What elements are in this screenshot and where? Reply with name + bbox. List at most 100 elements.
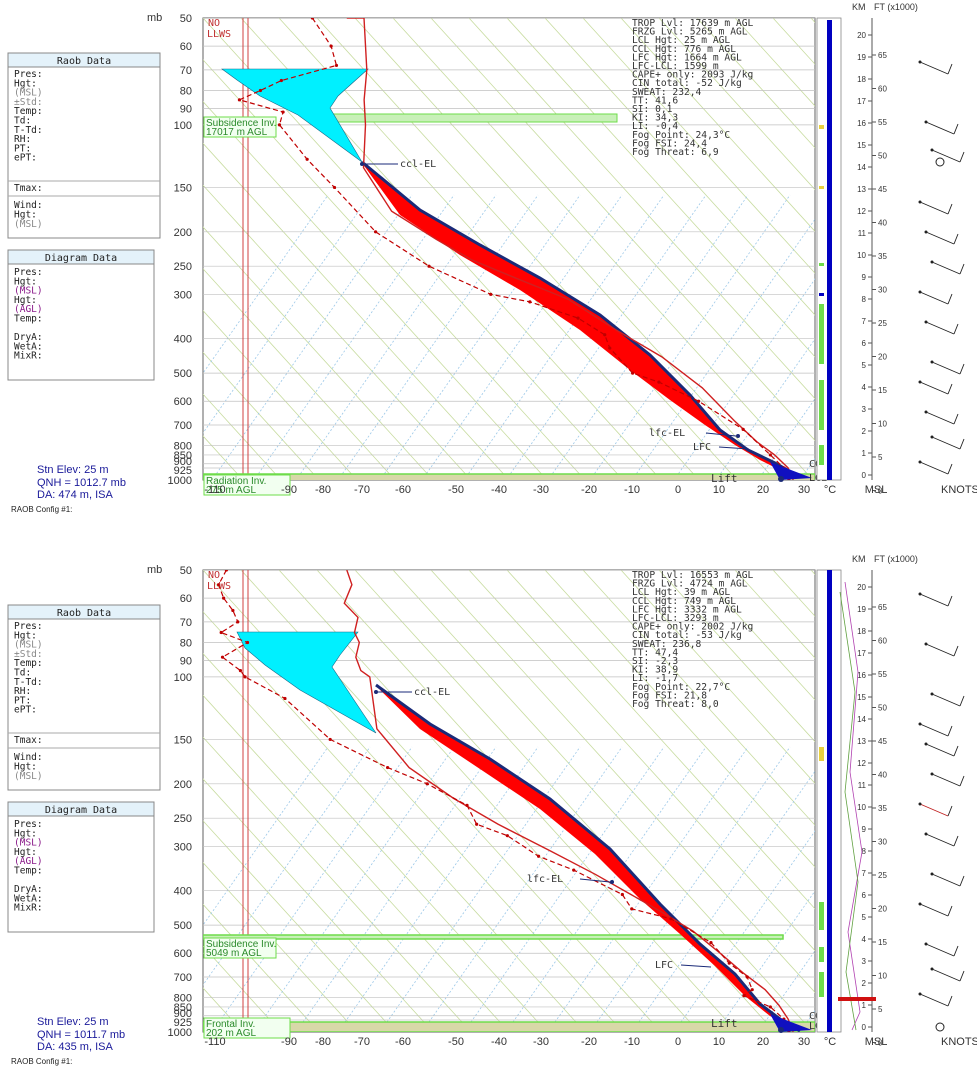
wind-barb-flag xyxy=(953,123,959,135)
dry-adiabat-line xyxy=(203,611,586,1032)
dry-adiabat-line xyxy=(620,18,815,232)
wind-barb-shaft xyxy=(931,773,961,787)
llws-label: NO xyxy=(208,18,220,29)
diagram-row-label: WetA: xyxy=(14,893,43,904)
llws-label: NO xyxy=(208,570,220,581)
wind-barb xyxy=(930,872,965,887)
wind-barb-shaft xyxy=(919,993,949,1007)
raob-row-label: PT: xyxy=(14,695,31,706)
wind-barb-flag xyxy=(959,775,965,787)
raob-row-label: ePT: xyxy=(14,705,37,716)
msl-label: MSL xyxy=(865,1036,888,1048)
wind-barb xyxy=(930,360,965,375)
y-tick-label: 60 xyxy=(180,593,192,605)
ft-tick-label: 5 xyxy=(878,1005,883,1014)
km-tick-label: 5 xyxy=(862,361,867,370)
isotherm-line xyxy=(926,747,977,1032)
ft-tick-label: 65 xyxy=(878,603,887,612)
subsidence-inversion-band xyxy=(324,113,618,123)
dewpoint-point xyxy=(465,803,469,807)
dewpoint-point xyxy=(245,640,250,645)
y-tick-label: 900 xyxy=(174,456,192,468)
y-tick-label: 250 xyxy=(174,261,192,273)
lfc-el-leader xyxy=(579,878,611,883)
y-tick-label: 500 xyxy=(174,368,192,380)
ft-tick-label: 0 xyxy=(878,487,883,496)
dry-adiabat-line xyxy=(620,570,815,784)
dry-adiabat-line xyxy=(506,18,815,358)
diagram-row-label: MixR: xyxy=(14,903,43,914)
x-tick-label: -10 xyxy=(624,1036,640,1048)
wind-barb-flag xyxy=(959,151,965,163)
ft-tick-label: 55 xyxy=(878,670,887,679)
isotherm-line xyxy=(884,747,977,1032)
wind-barb-base xyxy=(918,60,922,64)
dry-adiabat-line xyxy=(392,18,814,480)
knots-label: KNOTS xyxy=(941,484,977,496)
wind-barb-shaft xyxy=(931,361,961,375)
ft-tick-label: 30 xyxy=(878,838,887,847)
ccl-el-point xyxy=(374,690,378,694)
y-tick-label: 800 xyxy=(174,441,192,453)
ft-axis-title: FT (x1000) xyxy=(874,2,918,12)
wind-barb-flag xyxy=(959,695,965,707)
side-bar-strip xyxy=(827,937,832,947)
lfc-el-point xyxy=(736,434,740,438)
dewpoint-point xyxy=(750,988,754,992)
station-density-altitude: DA: 474 m, ISA xyxy=(37,489,113,501)
dewpoint-point xyxy=(425,782,429,786)
cape-edge-line xyxy=(375,683,801,1032)
ccl-el-label: ccl-EL xyxy=(400,159,436,170)
x-tick-label: -90 xyxy=(281,484,297,496)
dry-adiabat-line xyxy=(658,570,815,743)
wind-barb xyxy=(930,260,965,275)
index-line: SI: 0,1 xyxy=(632,104,673,115)
dewpoint-point xyxy=(219,630,223,635)
km-tick-label: 17 xyxy=(857,97,866,106)
dry-adiabat-line xyxy=(582,18,815,274)
wind-barb xyxy=(918,902,953,917)
dry-adiabat-line xyxy=(203,393,282,480)
dry-adiabat-line xyxy=(203,226,434,480)
ft-tick-label: 10 xyxy=(878,420,887,429)
y-tick-label: 900 xyxy=(174,1008,192,1020)
y-tick-label: 90 xyxy=(180,656,192,668)
plot-content xyxy=(203,570,977,1032)
km-tick-label: 19 xyxy=(857,605,866,614)
wind-barb-flag xyxy=(959,263,965,275)
wind-barb xyxy=(924,942,959,957)
x-axis-unit: °C xyxy=(824,1036,836,1048)
raob-row-label: Temp: xyxy=(14,106,43,117)
wind-barb-base xyxy=(930,435,934,439)
side-bar-strip xyxy=(819,380,824,430)
side-bar-strip xyxy=(819,947,824,962)
wind-barb-flag xyxy=(947,63,953,75)
km-tick-label: 7 xyxy=(862,317,867,326)
wind-barb-base xyxy=(924,642,928,646)
msl-label: MSL xyxy=(865,484,888,496)
lift-label: Lift xyxy=(711,1017,738,1030)
wind-barb-flag xyxy=(947,293,953,305)
subsidence-inv-box xyxy=(203,937,277,959)
index-line: LCL Hgt: 39 m AGL xyxy=(632,587,730,598)
y-tick-label: 150 xyxy=(174,182,192,194)
dry-adiabat-line xyxy=(278,570,700,1032)
dewpoint-point xyxy=(669,917,673,921)
raob-row-label: Pres: xyxy=(14,69,43,80)
dry-adiabat-line xyxy=(696,18,815,149)
dry-adiabat-line xyxy=(963,570,977,1032)
wind-barb-shaft xyxy=(925,943,955,957)
dry-adiabat-line xyxy=(203,820,396,1032)
wind-barb-flag xyxy=(959,438,965,450)
dry-adiabat-line xyxy=(203,101,548,480)
wind-barb xyxy=(918,380,953,395)
cape-area xyxy=(376,685,800,1031)
wind-barb-base xyxy=(924,832,928,836)
dry-adiabat-line xyxy=(203,862,358,1032)
diagram-row-label: Hgt: xyxy=(14,828,37,839)
subsidence-inv-height: 17017 m AGL xyxy=(206,127,268,138)
km-axis-title: KM xyxy=(852,554,866,564)
index-line: Fog Point: 22,7°C xyxy=(632,682,730,693)
x-tick-label: 10 xyxy=(713,1036,725,1048)
raob-row-label: T-Td: xyxy=(14,677,43,688)
